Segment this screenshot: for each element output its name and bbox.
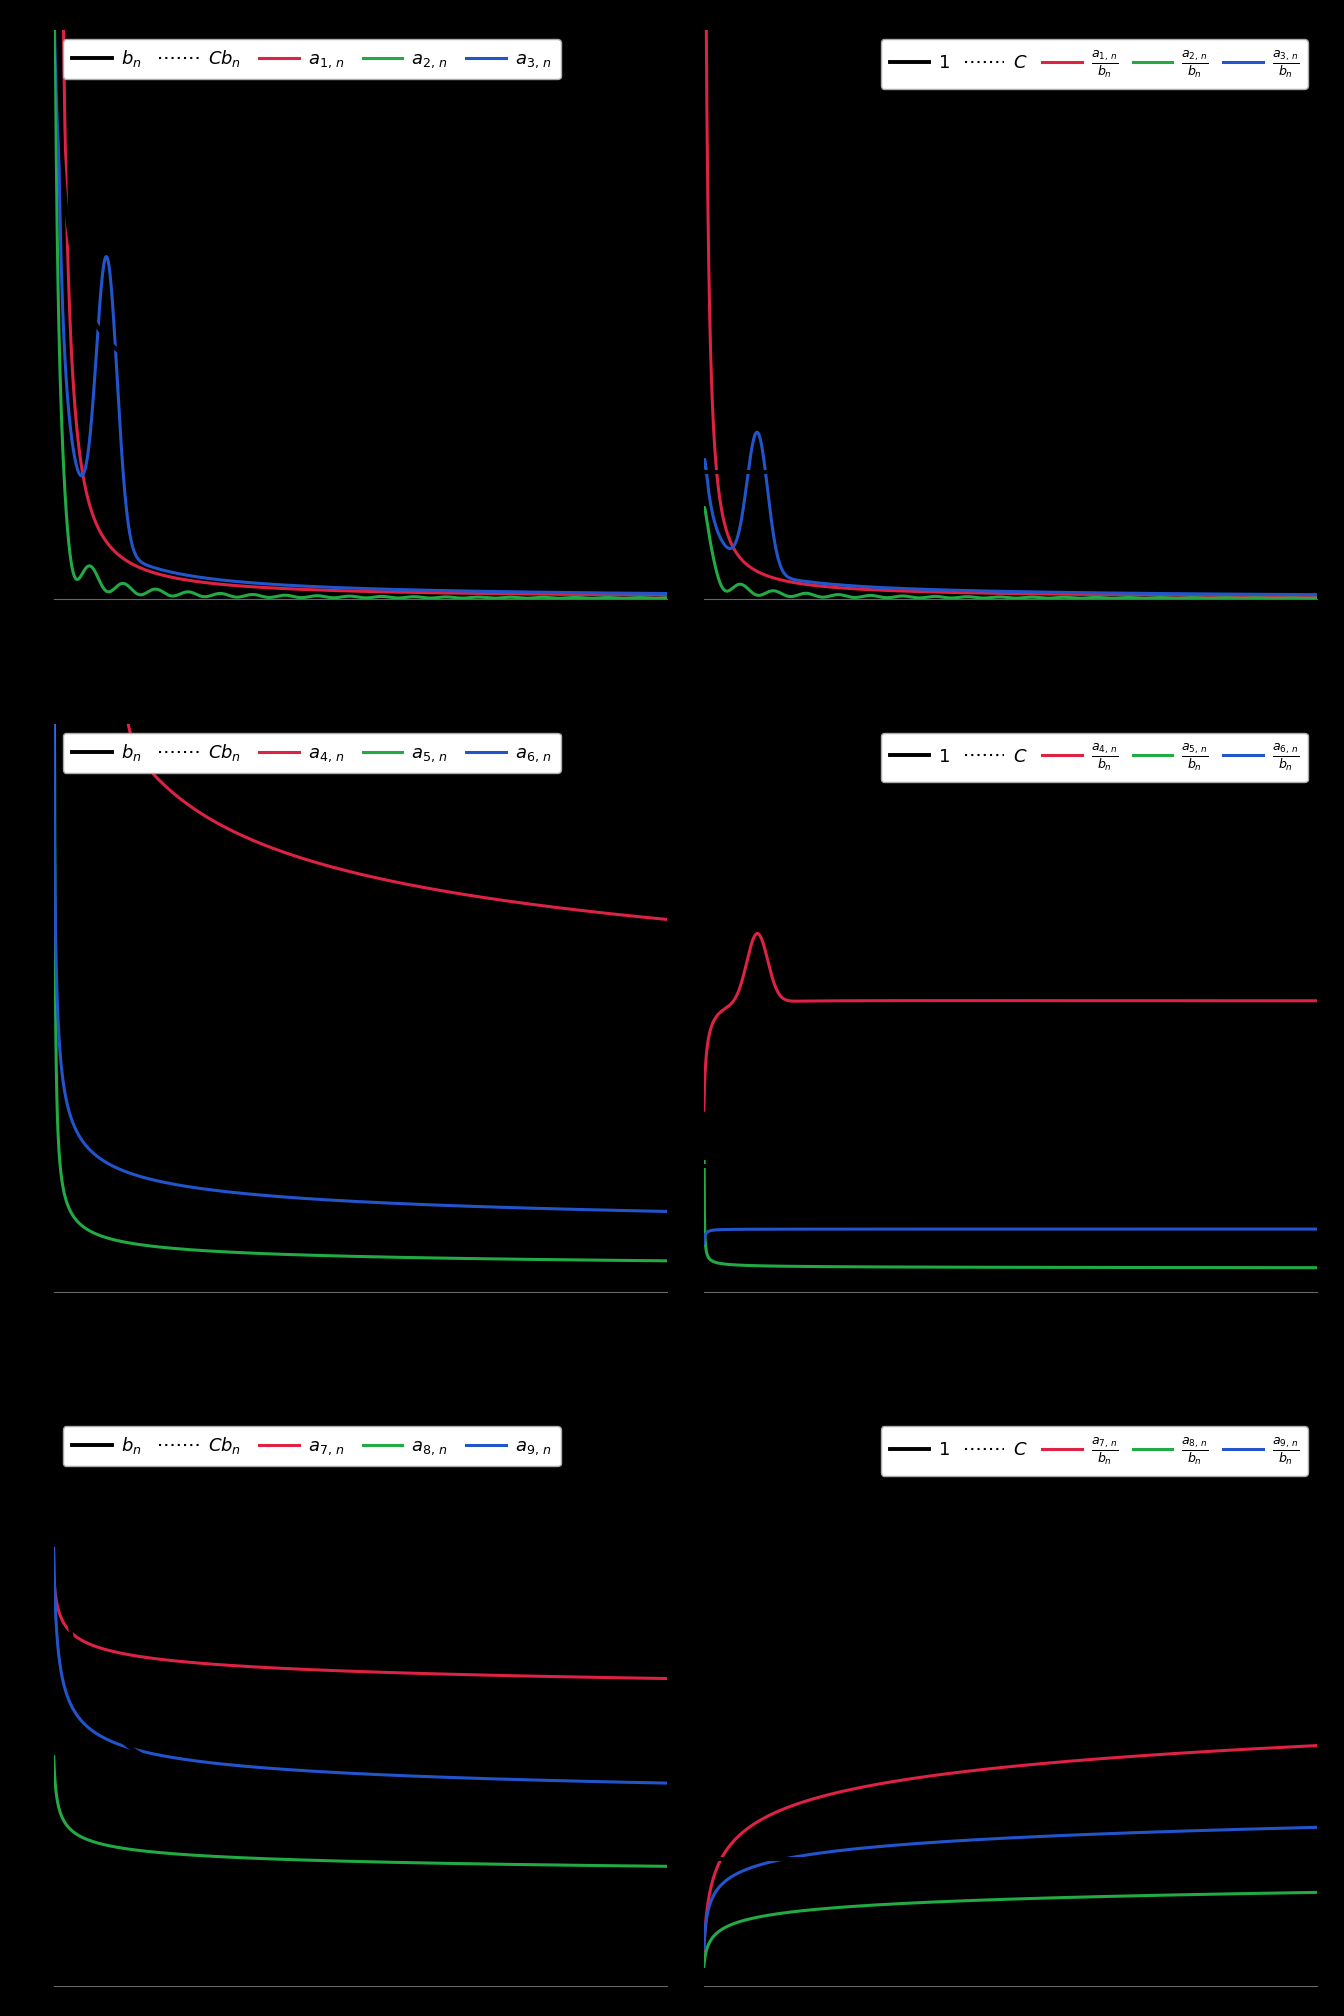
Legend: $b_n$, $Cb_n$, $a_{1,\,n}$, $a_{2,\,n}$, $a_{3,\,n}$: $b_n$, $Cb_n$, $a_{1,\,n}$, $a_{2,\,n}$,… <box>63 38 560 79</box>
Legend: $b_n$, $Cb_n$, $a_{4,\,n}$, $a_{5,\,n}$, $a_{6,\,n}$: $b_n$, $Cb_n$, $a_{4,\,n}$, $a_{5,\,n}$,… <box>63 732 560 772</box>
Legend: $b_n$, $Cb_n$, $a_{7,\,n}$, $a_{8,\,n}$, $a_{9,\,n}$: $b_n$, $Cb_n$, $a_{7,\,n}$, $a_{8,\,n}$,… <box>63 1427 560 1466</box>
Legend: $1$, $C$, $\frac{a_{7,\,n}}{b_n}$, $\frac{a_{8,\,n}}{b_n}$, $\frac{a_{9,\,n}}{b_: $1$, $C$, $\frac{a_{7,\,n}}{b_n}$, $\fra… <box>880 1427 1308 1476</box>
Legend: $1$, $C$, $\frac{a_{4,\,n}}{b_n}$, $\frac{a_{5,\,n}}{b_n}$, $\frac{a_{6,\,n}}{b_: $1$, $C$, $\frac{a_{4,\,n}}{b_n}$, $\fra… <box>880 732 1308 782</box>
Legend: $1$, $C$, $\frac{a_{1,\,n}}{b_n}$, $\frac{a_{2,\,n}}{b_n}$, $\frac{a_{3,\,n}}{b_: $1$, $C$, $\frac{a_{1,\,n}}{b_n}$, $\fra… <box>880 38 1308 89</box>
